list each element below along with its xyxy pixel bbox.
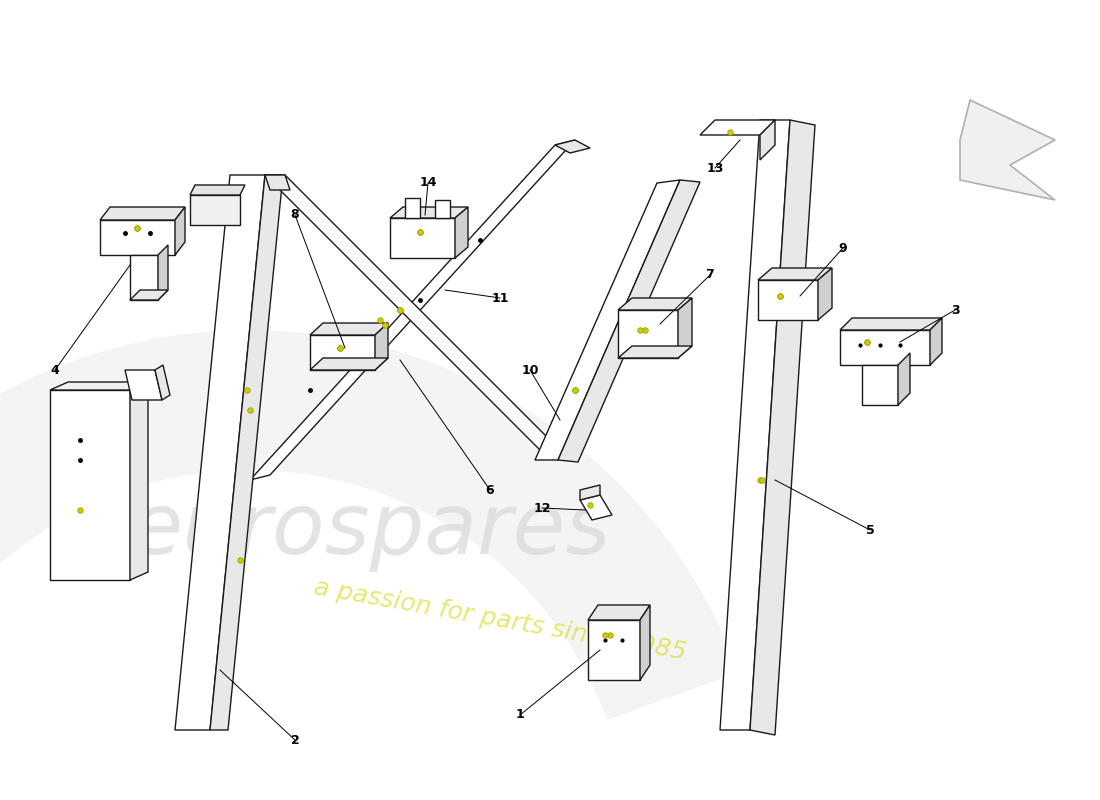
Text: 11: 11 (492, 291, 508, 305)
Polygon shape (580, 485, 600, 500)
Polygon shape (960, 100, 1055, 200)
Polygon shape (405, 198, 420, 218)
Text: 14: 14 (419, 177, 437, 190)
Polygon shape (0, 330, 738, 800)
Polygon shape (50, 382, 148, 390)
Polygon shape (760, 120, 775, 160)
Polygon shape (175, 207, 185, 255)
Text: 8: 8 (290, 209, 299, 222)
Polygon shape (618, 310, 678, 358)
Polygon shape (390, 207, 468, 218)
Text: 13: 13 (706, 162, 724, 174)
Text: 6: 6 (486, 483, 494, 497)
Polygon shape (310, 323, 388, 335)
Text: 10: 10 (521, 363, 539, 377)
Polygon shape (125, 370, 162, 400)
Polygon shape (50, 390, 130, 580)
Polygon shape (818, 268, 832, 320)
Polygon shape (618, 346, 692, 358)
Polygon shape (588, 605, 650, 620)
Polygon shape (175, 175, 265, 730)
Polygon shape (310, 335, 375, 370)
Polygon shape (840, 330, 929, 365)
Polygon shape (558, 180, 700, 462)
Polygon shape (130, 255, 158, 300)
Text: 7: 7 (705, 269, 714, 282)
Polygon shape (265, 175, 290, 190)
Polygon shape (640, 605, 650, 680)
Polygon shape (158, 245, 168, 300)
Polygon shape (310, 358, 388, 370)
Polygon shape (375, 323, 388, 370)
Polygon shape (155, 365, 170, 400)
Polygon shape (100, 207, 185, 220)
Text: 4: 4 (51, 363, 59, 377)
Polygon shape (862, 365, 898, 405)
Polygon shape (898, 353, 910, 405)
Polygon shape (190, 185, 245, 195)
Polygon shape (758, 280, 818, 320)
Polygon shape (130, 290, 168, 300)
Polygon shape (265, 175, 560, 450)
Polygon shape (720, 120, 790, 730)
Text: 12: 12 (534, 502, 551, 514)
Polygon shape (130, 382, 148, 580)
Polygon shape (750, 120, 815, 735)
Polygon shape (190, 195, 240, 225)
Polygon shape (840, 318, 942, 330)
Text: a passion for parts since 1985: a passion for parts since 1985 (312, 575, 689, 665)
Polygon shape (390, 218, 455, 258)
Polygon shape (618, 298, 692, 310)
Polygon shape (580, 495, 612, 520)
Text: 1: 1 (516, 709, 525, 722)
Text: 2: 2 (290, 734, 299, 746)
Polygon shape (556, 140, 590, 153)
Polygon shape (678, 298, 692, 358)
Text: 9: 9 (838, 242, 847, 254)
Polygon shape (930, 318, 942, 365)
Polygon shape (535, 180, 680, 460)
Polygon shape (210, 175, 283, 730)
Polygon shape (250, 140, 575, 480)
Polygon shape (700, 120, 776, 135)
Polygon shape (434, 200, 450, 218)
Polygon shape (588, 620, 640, 680)
Text: 3: 3 (950, 303, 959, 317)
Text: eurospares: eurospares (130, 489, 610, 571)
Text: 5: 5 (866, 523, 874, 537)
Polygon shape (758, 268, 832, 280)
Polygon shape (455, 207, 468, 258)
Polygon shape (100, 220, 175, 255)
